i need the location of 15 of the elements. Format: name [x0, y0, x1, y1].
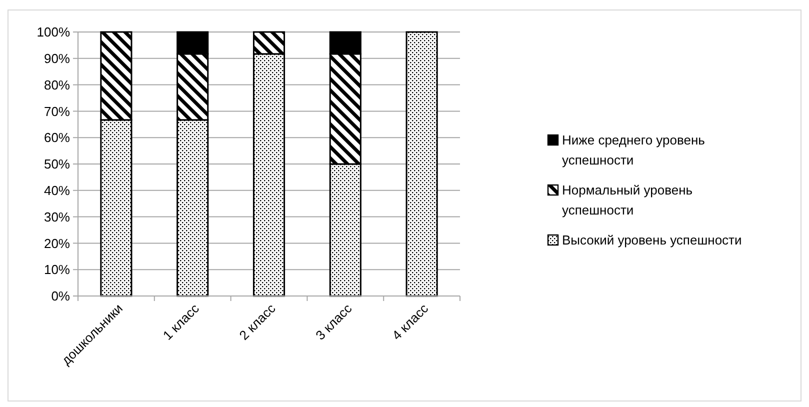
y-tick-label: 60%: [44, 130, 70, 146]
y-tick-label: 70%: [44, 104, 70, 119]
legend-label: Нормальный уровень успешности: [562, 182, 693, 218]
y-tick-label: 30%: [44, 209, 70, 224]
y-tick-label: 40%: [44, 182, 70, 198]
y-tick-label: 80%: [44, 77, 70, 92]
y-tick-label: 50%: [44, 156, 70, 172]
y-tick-label: 20%: [44, 236, 70, 251]
legend-label: Высокий уровень успешности: [562, 232, 742, 248]
y-tick-label: 10%: [44, 262, 70, 278]
y-tick-label: 100%: [36, 24, 70, 40]
y-tick-label: 90%: [44, 50, 70, 66]
bar: [406, 31, 438, 297]
y-tick-label: 0%: [51, 288, 70, 304]
legend-label: Ниже среднего уровень успешности: [562, 132, 706, 168]
